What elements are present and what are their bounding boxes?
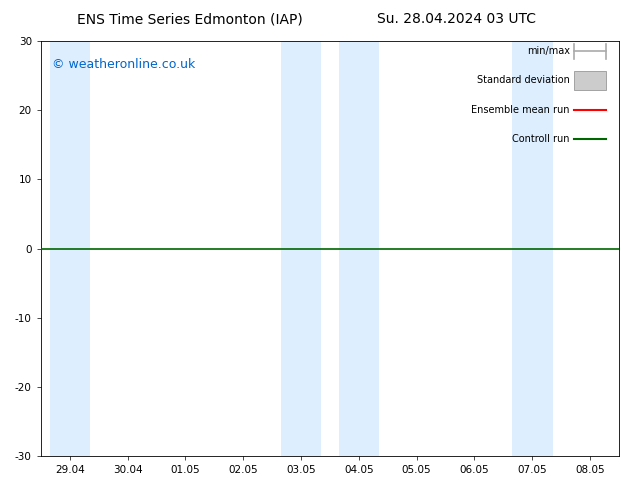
Text: Ensemble mean run: Ensemble mean run [471, 104, 570, 115]
Text: Controll run: Controll run [512, 134, 570, 144]
Bar [281, 41, 321, 456]
Bar [512, 41, 552, 456]
Bar [339, 41, 379, 456]
Text: Su. 28.04.2024 03 UTC: Su. 28.04.2024 03 UTC [377, 12, 536, 26]
Text: ENS Time Series Edmonton (IAP): ENS Time Series Edmonton (IAP) [77, 12, 303, 26]
Text: min/max: min/max [527, 47, 570, 56]
Bar [49, 41, 90, 456]
Text: © weatheronline.co.uk: © weatheronline.co.uk [53, 58, 196, 71]
Bar [574, 72, 606, 90]
Text: Standard deviation: Standard deviation [477, 75, 570, 85]
